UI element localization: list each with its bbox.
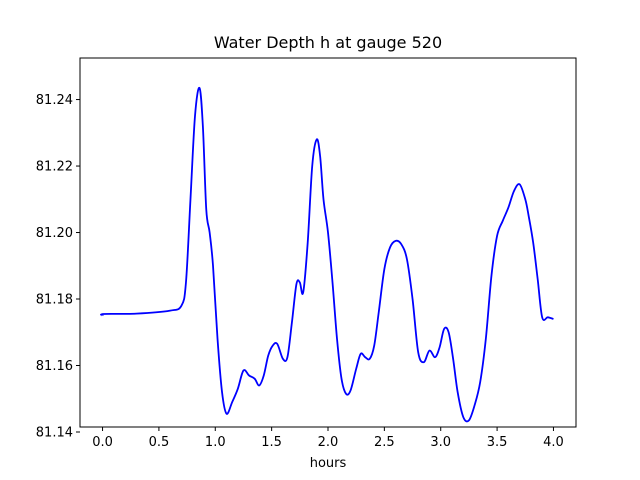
x-axis-title: hours bbox=[310, 456, 347, 471]
x-tick-label: 0.0 bbox=[92, 435, 113, 450]
x-tick-label: 0.5 bbox=[149, 435, 170, 450]
x-tick-label: 1.5 bbox=[261, 435, 282, 450]
chart-title: Water Depth h at gauge 520 bbox=[214, 33, 442, 52]
y-tick-label: 81.20 bbox=[36, 226, 73, 241]
x-tick-label: 3.5 bbox=[487, 435, 508, 450]
y-tick-label: 81.24 bbox=[36, 93, 73, 108]
y-tick-label: 81.16 bbox=[36, 359, 73, 374]
x-tick-label: 4.0 bbox=[543, 435, 564, 450]
x-tick-label: 3.0 bbox=[430, 435, 451, 450]
x-tick-label: 1.0 bbox=[205, 435, 226, 450]
y-tick-label: 81.18 bbox=[36, 293, 73, 308]
y-tick-label: 81.22 bbox=[36, 160, 73, 175]
x-tick-label: 2.0 bbox=[318, 435, 339, 450]
y-tick-label: 81.14 bbox=[36, 425, 73, 440]
x-tick-label: 2.5 bbox=[374, 435, 395, 450]
